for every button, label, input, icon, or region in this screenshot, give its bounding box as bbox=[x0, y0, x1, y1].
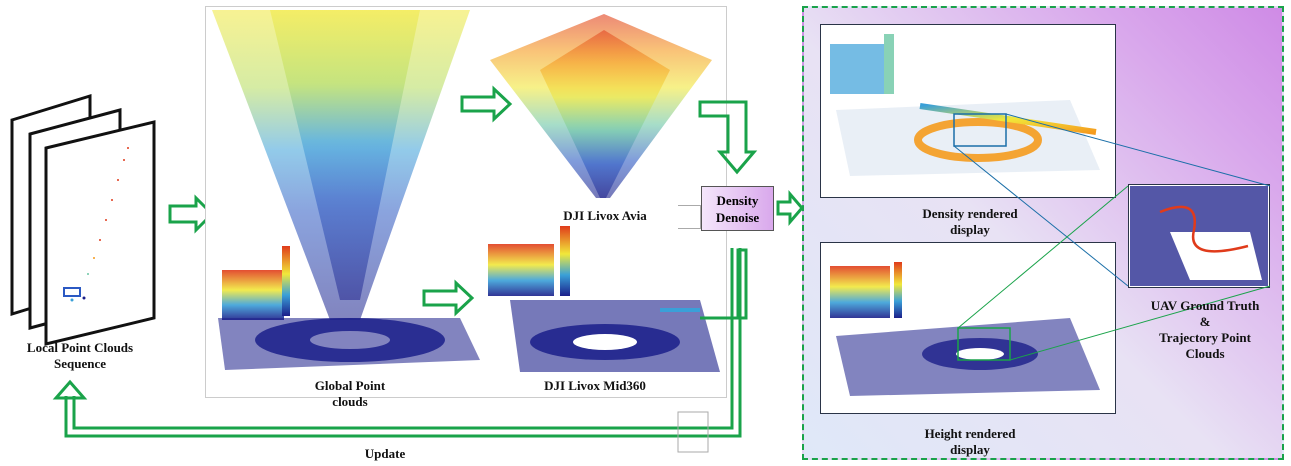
density-denoise-box: Density Denoise bbox=[701, 186, 774, 231]
height-rendered-label: Height rendered display bbox=[924, 426, 1016, 457]
avia-label: DJI Livox Avia bbox=[563, 208, 647, 223]
global-buildings bbox=[222, 246, 290, 320]
local-sequence-label: Local Point Clouds Sequence bbox=[26, 340, 134, 371]
mid360-buildings bbox=[488, 226, 570, 296]
update-label: Update bbox=[364, 446, 406, 461]
avia-frame-line bbox=[678, 205, 701, 229]
local-cloud-dots bbox=[63, 147, 129, 302]
global-point-clouds-label: Global Point clouds bbox=[314, 378, 386, 409]
mid360-label: DJI Livox Mid360 bbox=[544, 378, 646, 393]
uav-ground-truth-label: UAV Ground Truth & Trajectory Point Clou… bbox=[1150, 298, 1260, 361]
density-rendered-label: Density rendered display bbox=[922, 206, 1018, 237]
